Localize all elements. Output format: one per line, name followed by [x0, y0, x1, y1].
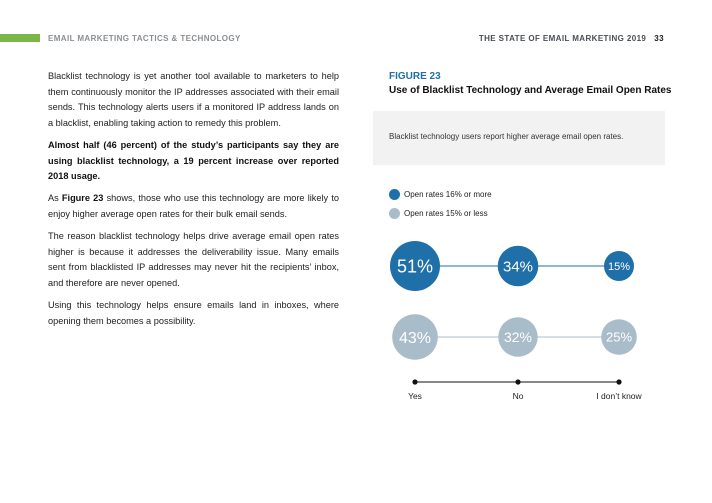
paragraph-2-bold: Almost half (46 percent) of the study’s …: [48, 139, 339, 182]
paragraph-5: Using this technology helps ensure email…: [48, 300, 339, 326]
bubble-label-series-1-cat-2: 34%: [503, 258, 533, 275]
bubble-chart: 51% 34% 15% 43% 32% 25% Yes No I don’t know: [390, 241, 643, 401]
section-title: EMAIL MARKETING TACTICS & TECHNOLOGY: [48, 34, 241, 43]
legend-label-low: Open rates 15% or less: [404, 209, 488, 218]
category-label-3: I don’t know: [596, 391, 642, 401]
report-title: THE STATE OF EMAIL MARKETING 2019 33: [479, 34, 664, 43]
legend-dot-low: [389, 208, 400, 219]
category-label-2: No: [513, 391, 524, 401]
bubble-label-series-2-cat-2: 32%: [504, 329, 532, 345]
header-accent-bar: [0, 34, 40, 42]
bubble-label-series-1-cat-1: 51%: [397, 256, 433, 276]
bubble-series-1-cat-3: [604, 251, 634, 281]
legend-label-high: Open rates 16% or more: [404, 190, 492, 199]
figure-caption: Blacklist technology users report higher…: [389, 132, 624, 141]
figure-caption-box: Blacklist technology users report higher…: [373, 111, 665, 165]
body-text: Blacklist technology is yet another tool…: [48, 69, 339, 336]
bubble-label-series-1-cat-3: 15%: [608, 261, 630, 273]
bubble-series-1-cat-2: [497, 245, 539, 287]
legend-dot-high: [389, 189, 400, 200]
paragraph-2: Almost half (46 percent) of the study’s …: [48, 138, 339, 185]
paragraph-3-end: shows, those who use this technology are…: [48, 193, 339, 219]
paragraph-3-start: As: [48, 193, 62, 204]
page-number: 33: [654, 34, 664, 43]
category-marker-2: [515, 379, 521, 385]
report-title-text: THE STATE OF EMAIL MARKETING 2019: [478, 34, 647, 43]
figure-label: FIGURE 23: [389, 71, 441, 82]
category-marker-3: [616, 379, 622, 385]
bubble-series-1-cat-1: [390, 241, 440, 291]
bubble-label-series-2-cat-1: 43%: [399, 330, 431, 347]
bubble-series-2-cat-1: [392, 314, 438, 360]
figure-title: Use of Blacklist Technology and Average …: [389, 85, 672, 96]
bubble-label-series-2-cat-3: 25%: [606, 330, 632, 345]
paragraph-4: The reason blacklist technology helps dr…: [48, 231, 339, 288]
figure-reference: Figure 23: [61, 193, 104, 204]
paragraph-3: As Figure 23 shows, those who use this t…: [48, 191, 339, 222]
category-marker-1: [412, 379, 418, 385]
paragraph-1: Blacklist technology is yet another tool…: [48, 71, 339, 128]
category-label-1: Yes: [408, 391, 422, 401]
bubble-series-2-cat-2: [498, 317, 538, 357]
bubble-series-2-cat-3: [601, 319, 637, 355]
